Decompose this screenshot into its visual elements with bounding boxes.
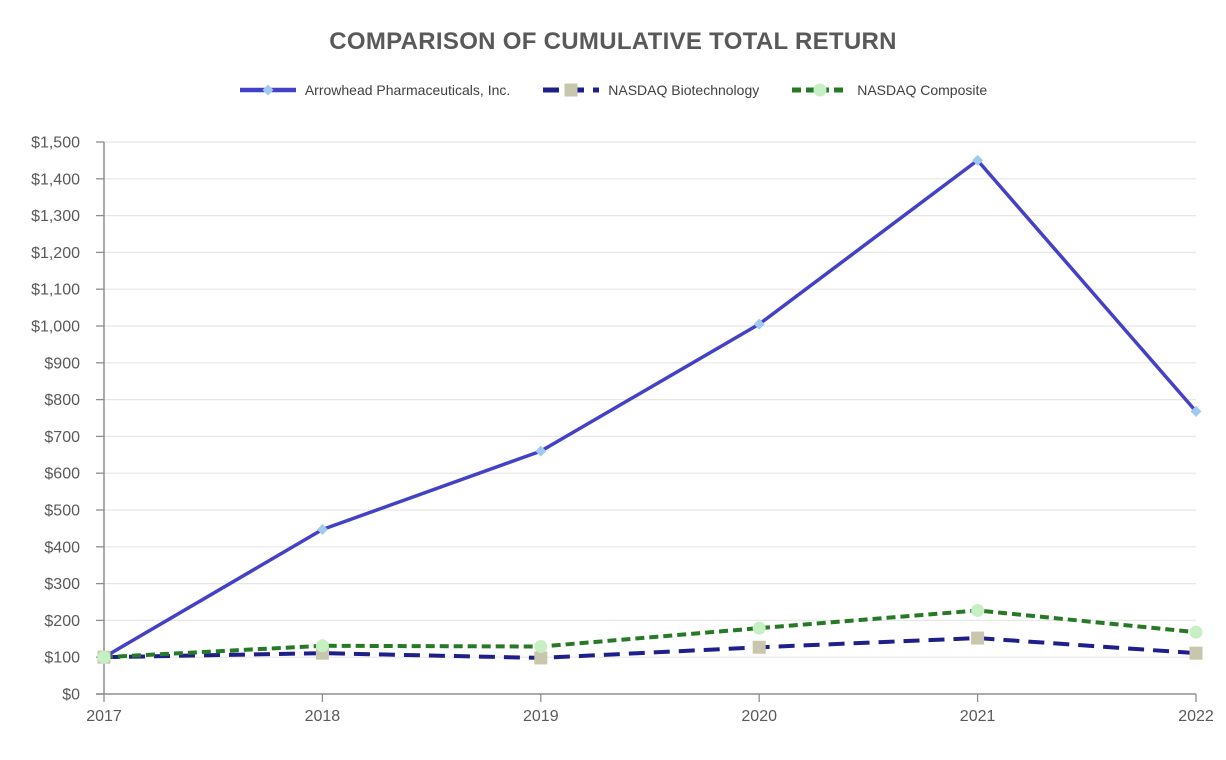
series-path	[103, 636, 1197, 660]
data-point-marker	[971, 631, 985, 645]
y-tick-label: $100	[44, 650, 80, 667]
chart-legend: Arrowhead Pharmaceuticals, Inc. NASDAQ B…	[0, 82, 1226, 98]
series-line-0	[103, 158, 1198, 659]
data-point-marker	[97, 650, 111, 664]
line-circle-marker-icon	[792, 83, 849, 97]
x-tick-label: 2017	[86, 708, 122, 725]
y-tick-label: $700	[44, 429, 80, 446]
data-point-marker	[316, 524, 328, 536]
data-point-marker	[262, 84, 274, 96]
x-tick-label: 2021	[960, 708, 996, 725]
y-tick-label: $1,000	[31, 319, 80, 336]
series-markers-0	[98, 154, 1202, 663]
series-line-2	[103, 608, 1197, 660]
data-point-marker	[972, 154, 984, 166]
y-tick-label: $1,200	[31, 245, 80, 262]
data-point-marker	[1190, 405, 1202, 417]
y-tick-label: $1,500	[31, 135, 80, 152]
data-point-marker	[534, 651, 548, 665]
x-axis-ticks-and-labels: 2017 2018 2019 2020 2021 2022	[86, 694, 1214, 725]
data-point-marker	[753, 318, 765, 330]
y-tick-label: $300	[44, 576, 80, 593]
data-point-marker	[534, 640, 548, 654]
chart-title: COMPARISON OF CUMULATIVE TOTAL RETURN	[329, 28, 897, 55]
data-point-marker	[1189, 625, 1203, 639]
series-line-1	[103, 636, 1197, 660]
data-point-marker	[971, 603, 985, 617]
y-tick-label: $900	[44, 355, 80, 372]
y-tick-label: $800	[44, 392, 80, 409]
legend-label: NASDAQ Composite	[857, 82, 988, 98]
x-tick-label: 2022	[1178, 708, 1214, 725]
legend-label: NASDAQ Biotechnology	[608, 82, 760, 98]
data-point-marker	[752, 640, 766, 654]
data-point-marker	[1189, 646, 1203, 660]
y-tick-label: $1,100	[31, 282, 80, 299]
data-point-marker	[752, 621, 766, 635]
y-axis-ticks-and-labels: $0 $100 $200 $300 $400 $500 $600 $700 $800 $900 $1…	[31, 135, 104, 704]
line-square-marker-icon	[543, 83, 600, 97]
series-path	[103, 158, 1198, 659]
legend-item-nasdaq-biotechnology: NASDAQ Biotechnology	[542, 82, 759, 98]
data-point-marker	[813, 83, 827, 97]
legend-item-arrowhead: Arrowhead Pharmaceuticals, Inc.	[239, 82, 510, 98]
y-tick-label: $1,400	[31, 171, 80, 188]
line-diamond-marker-icon	[239, 84, 296, 96]
legend-item-nasdaq-composite: NASDAQ Composite	[791, 82, 987, 98]
data-point-marker	[535, 445, 547, 457]
data-point-marker	[315, 639, 329, 653]
y-tick-label: $400	[44, 539, 80, 556]
y-tick-label: $600	[44, 466, 80, 483]
legend-label: Arrowhead Pharmaceuticals, Inc.	[304, 82, 511, 98]
y-tick-label: $500	[44, 503, 80, 520]
y-gridlines	[104, 141, 1196, 658]
y-tick-label: $200	[44, 613, 80, 630]
data-point-marker	[564, 83, 578, 97]
x-tick-label: 2019	[523, 708, 559, 725]
y-tick-label: $1,300	[31, 208, 80, 225]
series-markers-2	[97, 603, 1203, 664]
x-tick-label: 2018	[305, 708, 341, 725]
series-path	[103, 608, 1197, 660]
y-tick-label: $0	[62, 687, 80, 704]
x-tick-label: 2020	[741, 708, 777, 725]
axes	[96, 142, 1196, 695]
